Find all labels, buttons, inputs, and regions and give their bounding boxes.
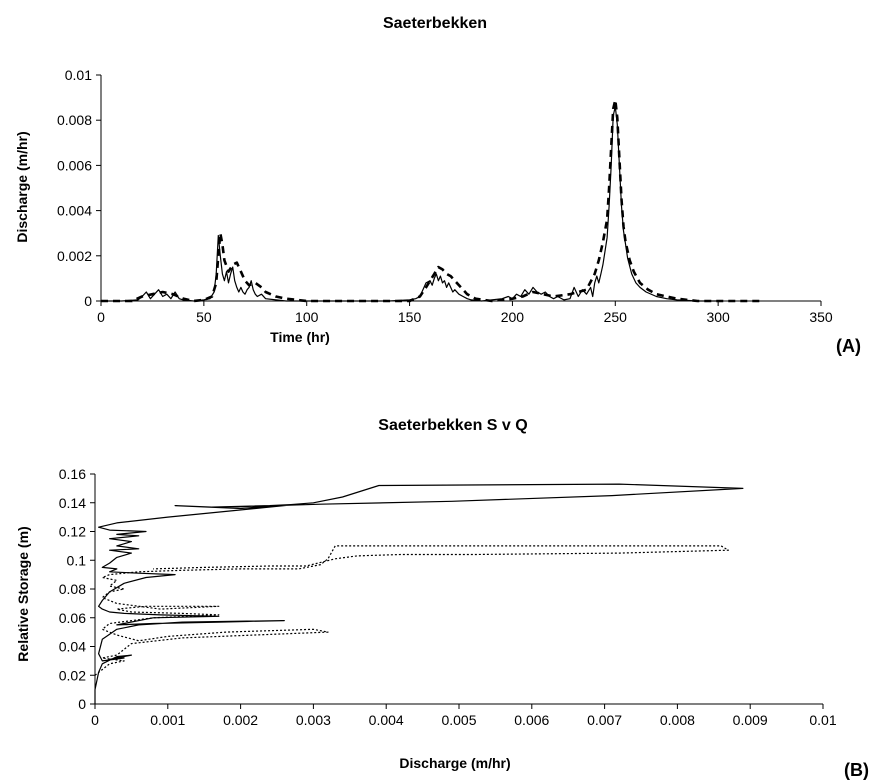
panel-b-x-tick-label: 0 — [91, 712, 99, 728]
panel-b-x-tick-label: 0.001 — [150, 712, 185, 728]
panel-a-x-tick-label: 50 — [196, 309, 212, 325]
panel-b-x-tick-label: 0.005 — [441, 712, 476, 728]
panel-b-x-tick-label: 0.003 — [296, 712, 331, 728]
panel-b-series — [94, 483, 744, 704]
panel-a-x-tick-label: 0 — [97, 309, 105, 325]
panel-b-ticks: 0 0.001 0.002 0.003 0.004 0.005 0.006 0.007 0.00… — [59, 466, 837, 728]
panel-a-tag: (A) — [836, 336, 861, 356]
panel-b: Saeterbekken S v Q Discharge (m/hr) Rela… — [15, 417, 869, 780]
panel-a-series-solid-line — [101, 105, 719, 302]
panel-a-x-tick-label: 200 — [501, 309, 525, 325]
panel-b-y-tick-label: 0.14 — [59, 495, 86, 511]
panel-a-y-tick-label: 0.006 — [57, 157, 92, 173]
panel-b-y-tick-label: 0 — [78, 696, 86, 712]
panel-a-x-tick-label: 250 — [604, 309, 628, 325]
panel-b-y-tick-label: 0.06 — [59, 610, 86, 626]
panel-b-x-tick-label: 0.004 — [369, 712, 404, 728]
panel-a-series-dashed-line — [101, 98, 760, 303]
panel-b-series-solid-line — [94, 483, 744, 704]
panel-a-y-tick-label: 0.01 — [65, 67, 92, 83]
panel-a-x-tick-label: 350 — [809, 309, 833, 325]
panel-b-y-tick-label: 0.12 — [59, 524, 86, 540]
panel-b-title: Saeterbekken S v Q — [378, 417, 527, 434]
panel-a-y-tick-label: 0.008 — [57, 112, 92, 128]
panel-b-x-tick-label: 0.007 — [587, 712, 622, 728]
panel-b-tag: (B) — [844, 760, 869, 780]
panel-b-x-tick-label: 0.009 — [733, 712, 768, 728]
panel-b-series-dotted-line — [94, 545, 730, 676]
panel-b-ylabel: Relative Storage (m) — [15, 526, 31, 661]
panel-b-y-tick-label: 0.1 — [67, 552, 87, 568]
panel-a-series — [101, 98, 760, 303]
panel-a: Saeterbekken Time (hr) Discharge (m/hr) … — [14, 15, 861, 356]
panel-a-x-tick-label: 100 — [295, 309, 319, 325]
panel-b-xlabel: Discharge (m/hr) — [399, 755, 510, 771]
panel-b-x-tick-label: 0.002 — [223, 712, 258, 728]
panel-b-x-tick-label: 0.01 — [809, 712, 836, 728]
panel-a-title: Saeterbekken — [383, 15, 487, 32]
panel-a-ylabel: Discharge (m/hr) — [14, 131, 30, 242]
panel-b-y-tick-label: 0.02 — [59, 667, 86, 683]
panel-b-y-tick-label: 0.04 — [59, 639, 86, 655]
panel-b-y-tick-label: 0.16 — [59, 466, 86, 482]
panel-a-x-tick-label: 150 — [398, 309, 422, 325]
panel-a-x-tick-label: 300 — [706, 309, 730, 325]
panel-b-y-tick-label: 0.08 — [59, 581, 86, 597]
panel-b-x-tick-label: 0.006 — [514, 712, 549, 728]
panel-b-x-tick-label: 0.008 — [660, 712, 695, 728]
panel-a-y-tick-label: 0 — [84, 293, 92, 309]
panel-a-ticks: 0 50 100 150 200 250 300 350 0 0.002 0.004 0.006 0.0… — [57, 67, 833, 325]
panel-a-y-tick-label: 0.004 — [57, 203, 92, 219]
panel-a-xlabel: Time (hr) — [270, 329, 330, 345]
panel-a-y-tick-label: 0.002 — [57, 248, 92, 264]
